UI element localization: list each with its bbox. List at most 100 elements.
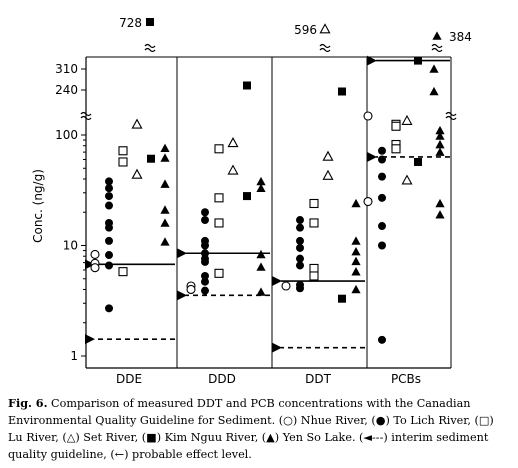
open-circle-point <box>90 263 100 273</box>
filled-triangle-point <box>351 198 361 208</box>
filled-circle-point <box>296 216 304 225</box>
filled-triangle-point <box>351 236 361 245</box>
axis-break-right <box>445 111 457 121</box>
open-square-point <box>214 193 224 203</box>
figure-caption: Fig. 6. Comparison of measured DDT and P… <box>8 395 508 463</box>
filled-circle-point <box>105 261 113 270</box>
open-square-point <box>309 218 319 228</box>
offscale-marker <box>319 23 331 34</box>
filled-square-point <box>243 81 251 90</box>
open-circle-point <box>363 111 373 121</box>
filled-circle-point <box>201 216 209 225</box>
filled-triangle-point <box>160 143 170 152</box>
caption-label: Fig. 6. <box>8 396 48 410</box>
filled-circle-point <box>105 177 113 186</box>
filled-circle-point <box>378 193 386 202</box>
filled-triangle-point <box>256 249 266 259</box>
filled-circle-point <box>378 335 386 344</box>
filled-triangle-point <box>256 262 266 271</box>
open-square-point <box>309 263 319 273</box>
filled-circle-point <box>378 172 386 181</box>
filled-circle-point <box>296 261 304 270</box>
data-points: 728 596 384 <box>90 16 472 344</box>
filled-triangle-point <box>429 86 439 96</box>
filled-triangle-point <box>429 64 439 73</box>
filled-circle-point <box>105 223 113 232</box>
filled-triangle-point <box>435 210 445 219</box>
x-category-label: PCBs <box>391 372 421 386</box>
filled-triangle-point <box>160 179 170 188</box>
filled-triangle-point <box>256 183 266 193</box>
x-category-label: DDD <box>208 372 236 386</box>
y-upper-tick-label: 310 <box>55 62 78 76</box>
y-tick-label: 10 <box>63 239 78 253</box>
open-square-point <box>118 267 128 277</box>
open-square-point <box>309 198 319 209</box>
filled-triangle-point <box>435 198 445 208</box>
y-tick-label: 1 <box>70 349 78 363</box>
filled-square-point <box>338 294 346 303</box>
filled-triangle-point <box>351 256 361 266</box>
offscale-label: 384 <box>449 30 472 44</box>
filled-square-point <box>243 192 251 201</box>
axis-ticks: 1 10 100 240 310 DDE DDD DDT PCBs <box>55 62 421 386</box>
y-axis-label: Conc. (ng/g) <box>31 169 45 243</box>
plot-frame <box>80 43 457 369</box>
filled-circle-point <box>201 286 209 295</box>
open-triangle-point <box>131 168 143 179</box>
filled-square-point <box>414 56 422 65</box>
filled-triangle-point <box>256 287 266 296</box>
filled-circle-point <box>378 241 386 250</box>
filled-triangle-point <box>435 139 445 149</box>
filled-triangle-point <box>435 125 445 135</box>
open-triangle-point <box>401 174 413 185</box>
filled-circle-point <box>378 222 386 231</box>
filled-circle-point <box>296 223 304 232</box>
open-square-point <box>391 121 401 131</box>
y-tick-label: 100 <box>55 128 78 142</box>
x-category-label: DDT <box>305 372 331 386</box>
filled-triangle-point <box>435 147 445 156</box>
filled-circle-point <box>296 284 304 293</box>
open-circle-point <box>186 284 196 295</box>
filled-square-point <box>338 87 346 96</box>
axis-break-top-pcbs <box>431 43 443 53</box>
offscale-label: 596 <box>294 23 317 37</box>
y-upper-tick-label: 240 <box>55 83 78 97</box>
filled-square-point <box>414 157 422 166</box>
open-triangle-point <box>131 118 143 129</box>
open-square-point <box>214 144 224 154</box>
open-square-point <box>214 268 224 278</box>
chart: 1 10 100 240 310 DDE DDD DDT PCBs 728 596 384 Conc… <box>31 16 472 386</box>
filled-circle-point <box>201 271 209 280</box>
axis-break-top-ddt <box>319 43 331 53</box>
filled-circle-point <box>296 254 304 263</box>
filled-triangle-point <box>160 237 170 246</box>
filled-circle-point <box>201 208 209 217</box>
filled-circle-point <box>378 146 386 155</box>
open-triangle-point <box>227 164 239 175</box>
open-square-point <box>309 271 319 281</box>
filled-triangle-point <box>160 205 170 214</box>
open-square-point <box>118 157 128 167</box>
filled-triangle-point <box>435 131 445 140</box>
filled-circle-point <box>201 277 209 286</box>
filled-circle-point <box>105 192 113 201</box>
open-circle-point <box>281 281 291 291</box>
open-square-point <box>214 218 224 228</box>
filled-circle-point <box>201 241 209 250</box>
filled-circle-point <box>105 201 113 210</box>
filled-circle-point <box>105 184 113 193</box>
filled-triangle-point <box>351 267 361 276</box>
open-square-point <box>391 144 401 154</box>
filled-circle-point <box>378 155 386 164</box>
axis-break-top-dde <box>144 43 156 53</box>
offscale-marker <box>432 31 442 40</box>
filled-triangle-point <box>160 153 170 162</box>
filled-circle-point <box>296 236 304 245</box>
open-triangle-point <box>401 114 413 125</box>
offscale-marker <box>146 18 154 26</box>
open-circle-point <box>90 249 100 259</box>
filled-square-point <box>147 154 155 163</box>
